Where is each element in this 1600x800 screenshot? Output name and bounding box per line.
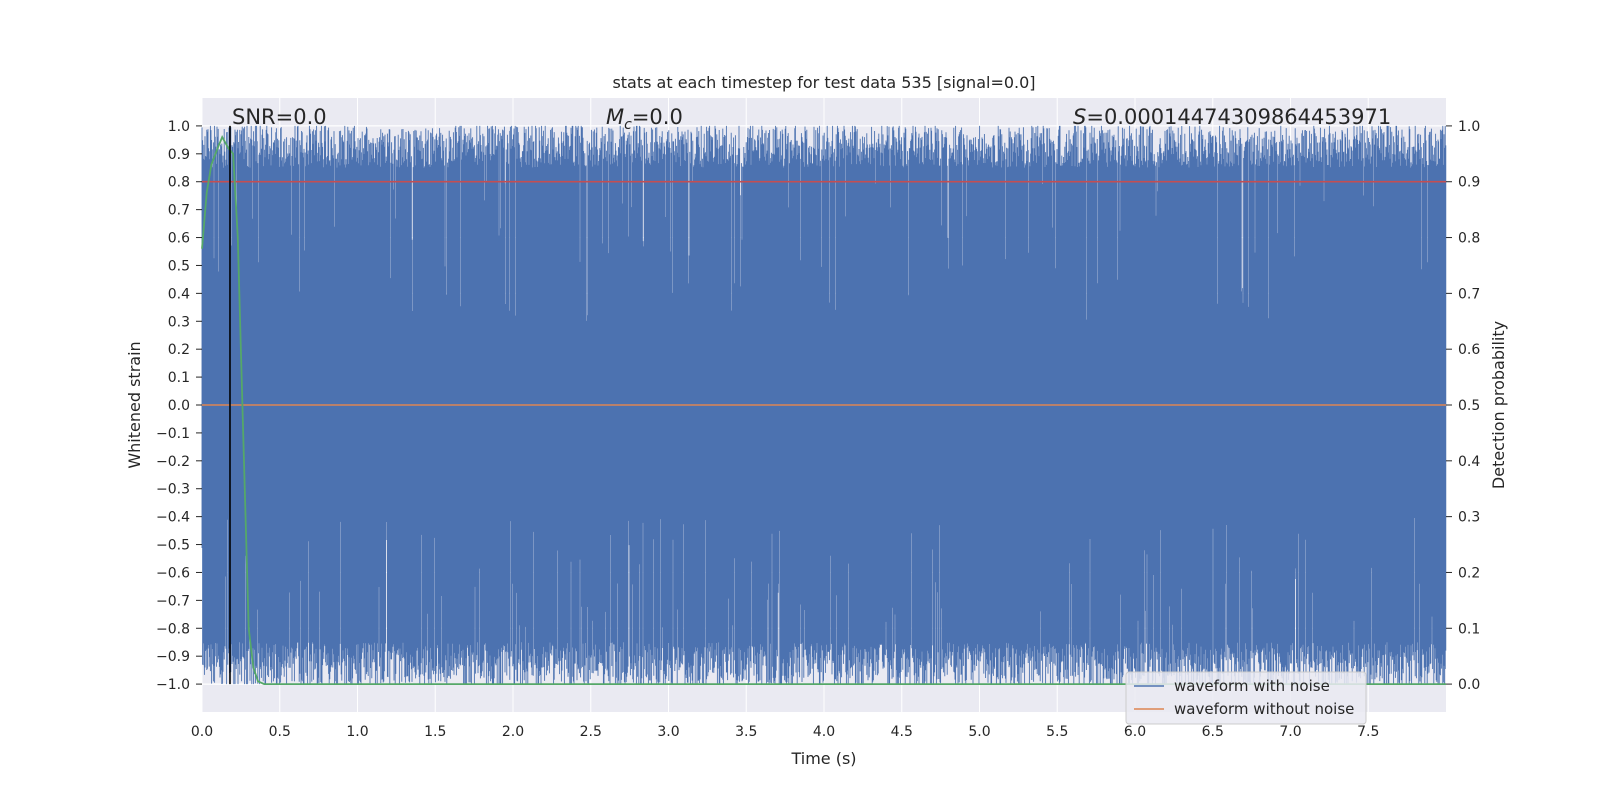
y-tick-label: 0.5 [168, 258, 190, 274]
y2-tick-label: 0.1 [1458, 621, 1480, 637]
legend-label-clean: waveform without noise [1174, 700, 1354, 718]
detection-probability-line [201, 135, 1446, 685]
y-tick-label: −0.7 [156, 593, 190, 609]
x-tick-label: 1.5 [424, 724, 446, 740]
x-tick-label: 7.5 [1357, 724, 1379, 740]
legend: waveform with noise waveform without noi… [1125, 671, 1367, 725]
y2-tick-label: 0.3 [1458, 510, 1480, 526]
chirp-mass-subscript: c [624, 117, 632, 133]
x-tick-label: 4.5 [891, 724, 913, 740]
y2-axis-label: Detection probability [1489, 321, 1508, 489]
x-tick-label: 3.0 [657, 724, 679, 740]
x-tick-label: 2.0 [502, 724, 524, 740]
y-axis-label: Whitened strain [125, 341, 144, 468]
chirp-mass-annotation: Mc=0.0 [606, 105, 683, 133]
y-tick-label: 0.2 [168, 342, 190, 358]
y-tick-label: −0.4 [156, 510, 190, 526]
y-tick-label: 0.7 [168, 203, 190, 219]
y2-tick-label: 0.5 [1458, 398, 1480, 414]
y-tick-label: 0.9 [168, 147, 190, 163]
y-tick-label: −0.6 [156, 565, 190, 581]
y-tick-label: −1.0 [156, 677, 190, 693]
statistic-symbol: S [1073, 105, 1086, 129]
y-tick-label: 0.3 [168, 314, 190, 330]
snr-annotation: SNR=0.0 [232, 105, 327, 129]
y2-tick-label: 0.4 [1458, 454, 1480, 470]
y-tick-label: −0.3 [156, 482, 190, 498]
y-tick-label: 1.0 [168, 119, 190, 135]
x-tick-label: 3.5 [735, 724, 757, 740]
statistic-value: =0.00014474309864453971 [1086, 105, 1391, 129]
legend-label-noise: waveform with noise [1174, 677, 1330, 695]
y-tick-label: 0.0 [168, 398, 190, 414]
x-tick-label: 5.0 [968, 724, 990, 740]
y-tick-label: −0.2 [156, 454, 190, 470]
y2-tick-label: 0.7 [1458, 286, 1480, 302]
chirp-mass-symbol: M [606, 105, 624, 129]
y-tick-label: 0.1 [168, 370, 190, 386]
y-tick-label: 0.4 [168, 286, 190, 302]
chart-title: stats at each timestep for test data 535… [612, 73, 1035, 92]
y2-tick-label: 0.8 [1458, 231, 1480, 247]
legend-box [1125, 671, 1367, 725]
y2-tick-label: 0.2 [1458, 565, 1480, 581]
x-tick-label: 4.0 [813, 724, 835, 740]
y-tick-label: −0.8 [156, 621, 190, 637]
x-tick-label: 0.0 [191, 724, 213, 740]
x-tick-label: 0.5 [269, 724, 291, 740]
y-tick-label: −0.1 [156, 426, 190, 442]
y2-tick-label: 0.9 [1458, 175, 1480, 191]
overlay-lines [201, 125, 1446, 685]
chirp-mass-value: =0.0 [632, 105, 683, 129]
x-tick-label: 2.5 [580, 724, 602, 740]
x-tick-label: 7.0 [1279, 724, 1301, 740]
x-tick-label: 5.5 [1046, 724, 1068, 740]
statistic-annotation: S=0.00014474309864453971 [1073, 105, 1391, 129]
x-tick-label: 6.0 [1124, 724, 1146, 740]
y2-tick-label: 0.6 [1458, 342, 1480, 358]
x-axis-label: Time (s) [790, 749, 856, 768]
tick-labels: 0.0 0.5 1.0 1.5 2.0 2.5 3.0 3.5 4.0 4.5 5.0 5.5 6.0 6… [156, 119, 1480, 740]
y-tick-label: −0.5 [156, 538, 190, 554]
x-tick-label: 1.0 [346, 724, 368, 740]
y-tick-label: 0.8 [168, 175, 190, 191]
x-tick-label: 6.5 [1202, 724, 1224, 740]
y-tick-label: −0.9 [156, 649, 190, 665]
y2-tick-label: 1.0 [1458, 119, 1480, 135]
y-tick-label: 0.6 [168, 231, 190, 247]
y2-tick-label: 0.0 [1458, 677, 1480, 693]
